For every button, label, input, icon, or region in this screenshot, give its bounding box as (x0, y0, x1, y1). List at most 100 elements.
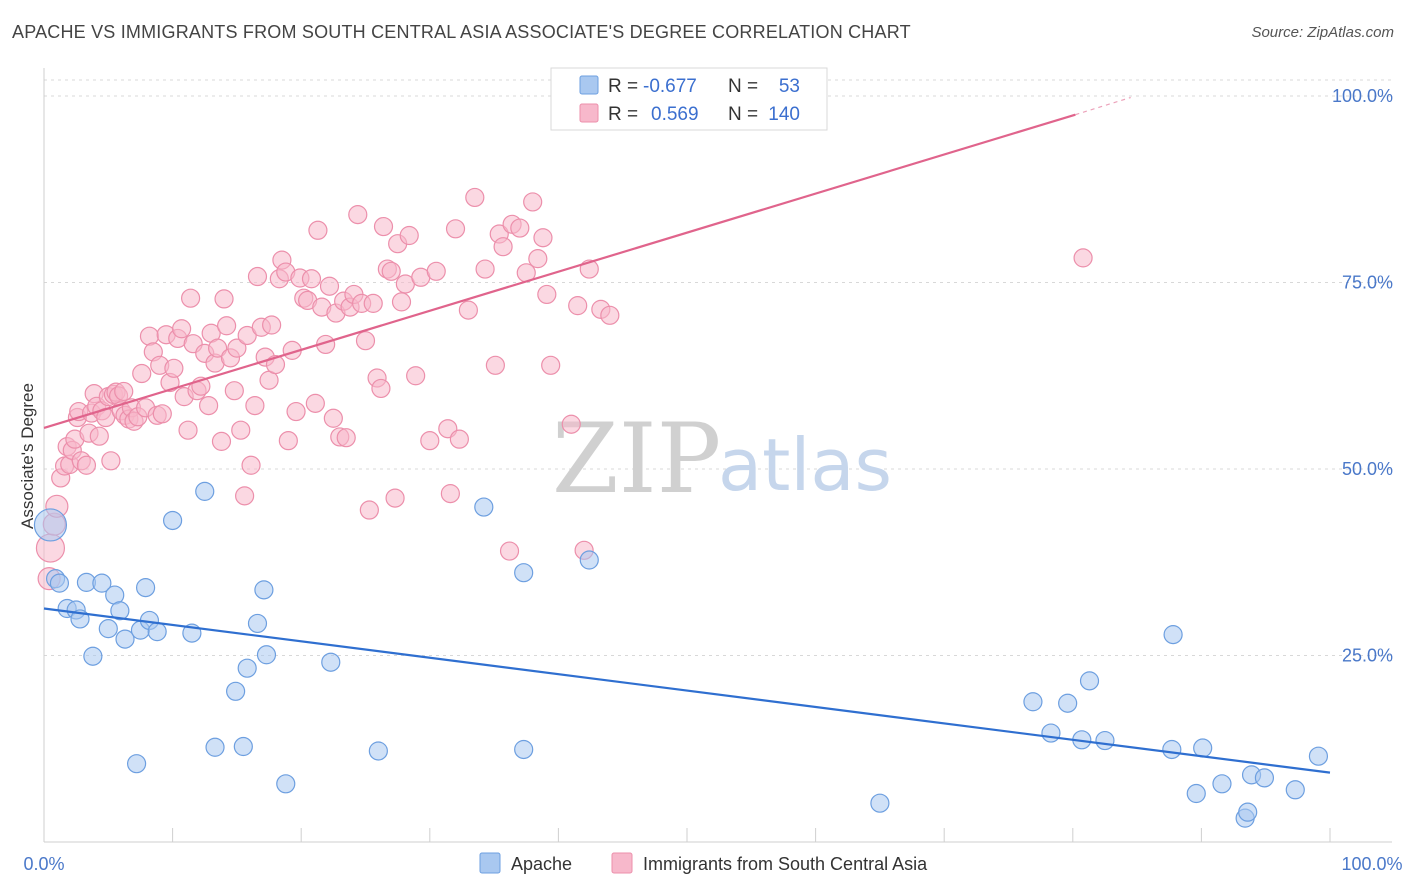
data-point (126, 754, 147, 774)
data-point (208, 338, 228, 358)
data-point (870, 793, 890, 813)
data-point (391, 292, 412, 312)
grid-lines (44, 79, 1392, 656)
data-point (385, 488, 405, 508)
bottom-legend: Apache Immigrants from South Central Asi… (479, 852, 928, 874)
data-point (373, 216, 394, 237)
data-point (76, 455, 97, 475)
data-point (308, 220, 328, 240)
data-point (224, 381, 244, 401)
trend-lines (43, 96, 1331, 774)
data-point (445, 219, 466, 239)
data-point (568, 296, 588, 316)
data-point (98, 619, 118, 639)
data-point (114, 381, 134, 402)
data-point (363, 293, 383, 313)
data-point (321, 652, 341, 672)
data-point (1041, 723, 1061, 743)
series-apache (33, 481, 1329, 828)
y-tick-label: 25.0% (1342, 646, 1393, 666)
bottom-legend-label-apache: Apache (511, 854, 572, 874)
chart-title: APACHE VS IMMIGRANTS FROM SOUTH CENTRAL … (12, 22, 911, 42)
data-point (1023, 692, 1043, 712)
bottom-legend-swatch-apache (479, 852, 501, 874)
data-point (92, 573, 112, 593)
data-point (336, 428, 356, 448)
data-point (135, 578, 156, 598)
data-point (237, 658, 257, 678)
data-point (323, 408, 343, 428)
watermark: ZIP atlas (552, 403, 892, 515)
data-point (1163, 625, 1183, 645)
data-point (1308, 746, 1329, 766)
data-point (286, 401, 306, 422)
data-point (381, 261, 401, 281)
data-point (110, 601, 130, 621)
data-point (426, 261, 446, 281)
data-point (319, 276, 340, 296)
trend-line-immigrants (43, 113, 1076, 430)
data-point (399, 225, 419, 246)
data-point (49, 573, 70, 593)
data-point (211, 431, 232, 451)
data-point (226, 681, 246, 701)
data-point (276, 774, 296, 794)
legend: R = -0.677 N = 53 R = 0.569 N = 140 (550, 67, 828, 131)
data-point (1238, 802, 1258, 822)
data-point (163, 510, 183, 531)
legend-n-value-immigrants: 140 (768, 104, 800, 125)
data-point (214, 289, 234, 309)
data-point (115, 629, 135, 649)
data-point (368, 741, 388, 761)
data-point (1058, 693, 1078, 713)
data-point (475, 259, 495, 279)
data-point (164, 358, 184, 378)
data-point (235, 486, 255, 506)
data-point (541, 355, 561, 375)
data-point (231, 420, 251, 440)
data-point (371, 378, 391, 399)
data-point (1285, 780, 1305, 800)
legend-r-label-apache: R = (608, 76, 638, 97)
x-tick-label: 0.0% (23, 854, 64, 874)
data-point (600, 305, 620, 325)
data-point (458, 300, 478, 320)
legend-n-value-apache: 53 (779, 76, 800, 97)
data-point (493, 237, 513, 257)
data-point (537, 284, 557, 305)
data-point (465, 187, 485, 208)
data-point (514, 739, 534, 760)
y-tick-labels: 25.0% 50.0% 75.0% 100.0% (1332, 86, 1393, 666)
data-point (485, 355, 505, 375)
data-point (359, 500, 379, 520)
data-point (195, 481, 215, 501)
y-tick-label: 100.0% (1332, 86, 1393, 106)
data-point (132, 363, 152, 384)
data-point (172, 319, 192, 339)
data-point (1079, 671, 1100, 691)
legend-swatch-immigrants (579, 103, 599, 123)
data-point (278, 431, 298, 451)
data-point (301, 269, 322, 289)
data-point (1193, 738, 1213, 758)
x-tick-labels: 0.0% 100.0% (23, 854, 1402, 874)
data-point (147, 622, 167, 642)
data-point (152, 404, 172, 424)
data-point (178, 420, 198, 440)
data-point (528, 249, 548, 269)
data-point (440, 484, 460, 504)
data-point (510, 218, 530, 238)
y-tick-label: 75.0% (1342, 273, 1393, 293)
bottom-legend-label-immigrants: Immigrants from South Central Asia (643, 854, 928, 874)
legend-n-label-apache: N = (728, 76, 758, 97)
legend-n-label-immigrants: N = (728, 104, 758, 125)
data-point (523, 192, 543, 212)
watermark-atlas: atlas (718, 423, 892, 507)
data-point (217, 316, 237, 336)
chart-source: Source: ZipAtlas.com (1251, 24, 1394, 41)
bottom-legend-swatch-immigrants (611, 852, 633, 874)
data-point (139, 326, 160, 346)
data-point (83, 646, 103, 666)
trend-line-apache (43, 607, 1331, 774)
